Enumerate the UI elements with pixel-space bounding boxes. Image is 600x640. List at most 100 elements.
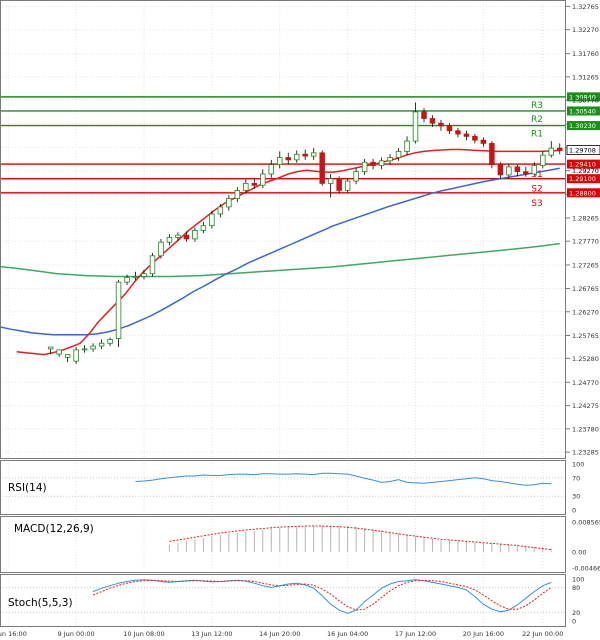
- panel-frame-2: [0, 516, 566, 573]
- macd-tick-label: -0.004669: [572, 565, 600, 573]
- level-name-r3: R3: [531, 101, 543, 111]
- candle-bull: [506, 166, 512, 176]
- candle-bull: [226, 198, 232, 208]
- candle-bear: [285, 157, 291, 161]
- candle-bear: [455, 130, 461, 135]
- candle-bull: [175, 234, 181, 238]
- candle-bull: [200, 225, 207, 231]
- price-tick-label: 1.27265: [572, 261, 599, 269]
- time-tick-label: 13 Jun 12:00: [191, 630, 232, 638]
- candle-bull: [47, 346, 54, 350]
- panel-frame-3: [0, 574, 566, 627]
- time-tick-label: 16 Jun 04:00: [327, 630, 368, 638]
- level-name-s2: S2: [531, 185, 542, 195]
- candle-bull: [327, 178, 334, 184]
- candle-bear: [480, 139, 487, 144]
- stoch-d-line: [92, 579, 552, 611]
- stoch-panel: Stoch(5,5,3): [0, 579, 566, 614]
- rsi-panel: RSI(14): [0, 472, 566, 497]
- stoch-tick-label: 0: [572, 618, 576, 626]
- price-tick-label: 1.31760: [572, 50, 599, 58]
- candle-bull: [310, 152, 317, 157]
- candle-bull: [353, 171, 359, 182]
- candle-bull: [243, 182, 249, 191]
- candle-bull: [234, 190, 241, 199]
- rsi-tick-label: 70: [572, 474, 580, 482]
- price-tick-label: 1.28265: [572, 214, 599, 222]
- candle-bear: [336, 178, 342, 191]
- macd-panel: MACD(12,26,9): [14, 523, 552, 552]
- current-price-tag: [566, 145, 600, 155]
- candle-bear: [472, 135, 478, 141]
- time-tick-label: 14 Jun 20:00: [259, 630, 300, 638]
- time-tick-label: 8 Jun 16:00: [0, 630, 27, 638]
- candle-bull: [149, 255, 156, 275]
- level-tag-r3: [567, 92, 600, 102]
- level-tag-label: 1.29100: [569, 175, 596, 183]
- rsi-title: RSI(14): [8, 482, 47, 494]
- candle-bear: [370, 161, 376, 166]
- candle-bull: [412, 111, 419, 142]
- candle-bull: [217, 206, 224, 215]
- price-tick-label: 1.24275: [572, 402, 599, 410]
- stoch-k-line: [92, 579, 552, 614]
- time-tick-label: 10 Jun 08:00: [123, 630, 164, 638]
- price-tick-label: 1.25280: [572, 355, 599, 363]
- grid-layer: [0, 0, 566, 626]
- candle-bull: [124, 277, 130, 283]
- candle-bull: [158, 241, 164, 257]
- candle-bear: [421, 111, 427, 119]
- candle-bear: [557, 147, 563, 151]
- stoch-tick-label: 80: [572, 584, 580, 592]
- candle-bull: [192, 230, 198, 240]
- stoch-title: Stoch(5,5,3): [8, 597, 73, 609]
- level-tag-r2: [567, 106, 600, 116]
- time-tick-label: 22 Jun 00:00: [522, 630, 563, 638]
- candle-bull: [64, 354, 71, 358]
- level-tag-label: 1.30230: [569, 122, 596, 130]
- candle-bear: [429, 118, 436, 124]
- candle-bull: [540, 154, 546, 166]
- level-tag-label: 1.28800: [569, 189, 596, 197]
- macd-tick-label: 0.008565: [572, 519, 600, 527]
- panel-frame-0: [0, 0, 566, 459]
- level-name-s1: S1: [531, 170, 542, 180]
- price-tick-label: 1.29270: [572, 167, 599, 175]
- price-tick-label: 1.24770: [572, 379, 599, 387]
- level-tag-label: 1.30540: [569, 107, 596, 115]
- price-tick-label: 1.25765: [572, 332, 599, 340]
- candle-bull: [115, 281, 122, 339]
- candle-bear: [302, 153, 308, 157]
- candle-bear: [489, 143, 495, 165]
- candle-bear: [463, 133, 470, 137]
- price-tick-label: 1.32765: [572, 3, 599, 11]
- candle-bear: [446, 125, 453, 132]
- rsi-tick-label: 100: [572, 461, 584, 469]
- candle-bull: [548, 147, 555, 156]
- candle-bull: [344, 180, 351, 191]
- candle-bull: [404, 140, 410, 152]
- macd-signal-line: [169, 525, 552, 551]
- candle-bull: [81, 348, 88, 351]
- candle-bull: [277, 157, 283, 165]
- candle-bull: [107, 339, 113, 344]
- time-tick-label: 20 Jun 16:00: [463, 630, 504, 638]
- level-tag-label: 1.30840: [569, 93, 596, 101]
- ma-red-line: [16, 148, 560, 356]
- candle-bull: [98, 342, 105, 347]
- candle-bear: [183, 234, 190, 240]
- candle-bull: [141, 273, 147, 277]
- price-tick-label: 1.23285: [572, 449, 599, 457]
- price-extra-label: 1.29270: [572, 167, 599, 175]
- price-tick-label: 1.27770: [572, 238, 599, 246]
- candle-bull: [395, 151, 402, 158]
- level-tag-s1: [567, 159, 600, 169]
- ma-blue-line: [0, 167, 560, 336]
- price-extra-label: 1.30770: [572, 97, 599, 105]
- price-tick-label: 1.32270: [572, 26, 599, 34]
- level-tag-label: 1.29410: [569, 161, 596, 169]
- price-tick-label: 1.31265: [572, 73, 599, 81]
- price-panel: R3 R2 R1 S1 S2 S3: [0, 96, 566, 364]
